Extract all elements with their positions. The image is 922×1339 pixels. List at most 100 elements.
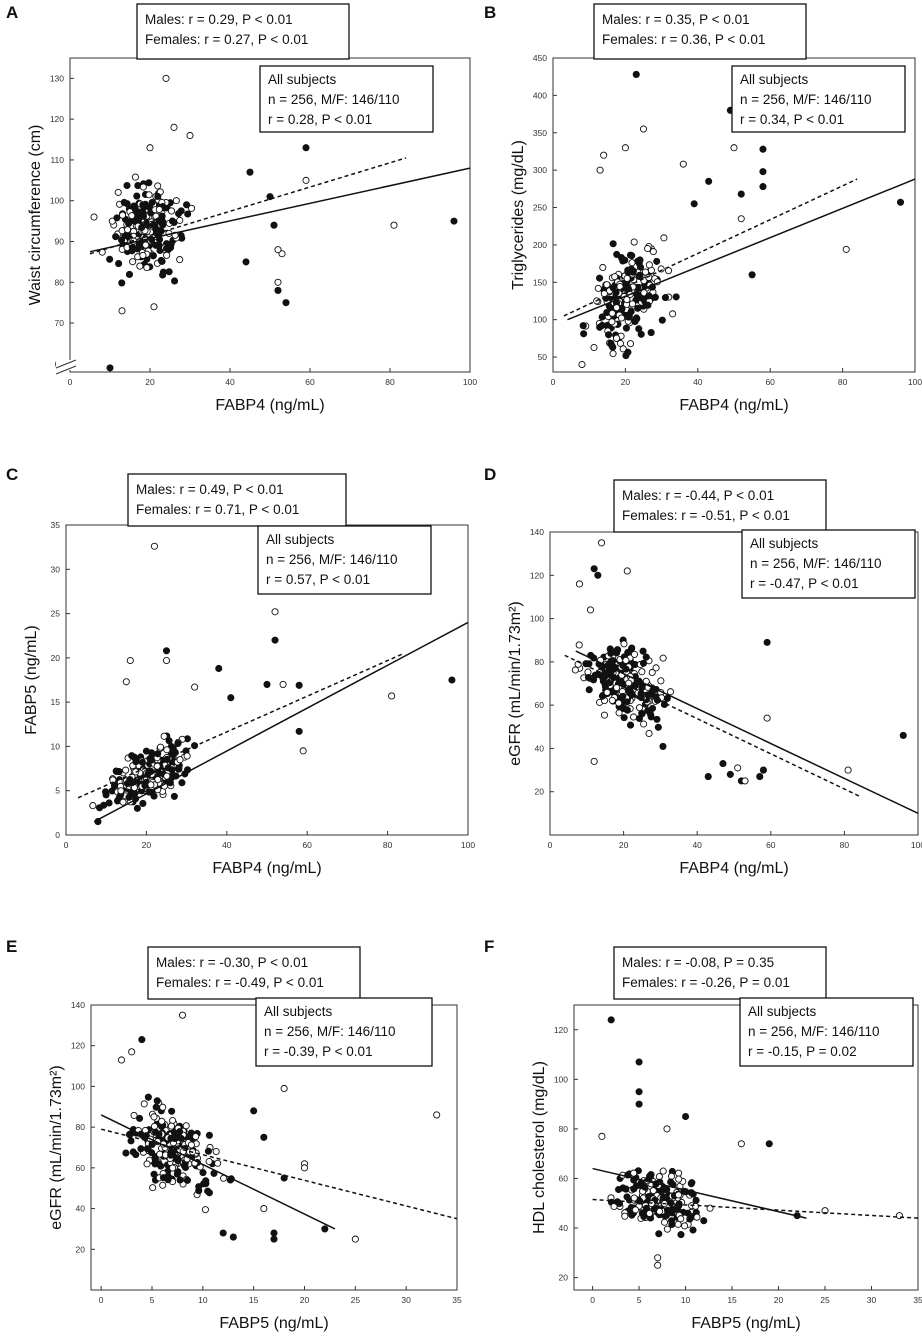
x-tick-label: 40 <box>692 840 702 850</box>
female-point <box>626 340 635 348</box>
male-point <box>615 1199 624 1208</box>
female-point <box>630 1194 638 1202</box>
female-point <box>146 144 154 152</box>
male-point <box>271 636 279 644</box>
male-point <box>136 1114 144 1122</box>
male-point <box>645 292 653 300</box>
male-point <box>125 270 134 278</box>
y-tick-label: 20 <box>51 653 61 663</box>
chart-panel-b: B 0 20 40 60 80 100 50 100 150 200 250 300 350 400 450 F… <box>484 3 922 414</box>
male-point <box>174 765 183 773</box>
male-point <box>899 731 907 739</box>
female-point <box>149 1184 157 1192</box>
female-fit-line <box>563 178 858 317</box>
male-point <box>117 236 126 244</box>
female-point <box>131 173 139 181</box>
male-point <box>174 739 182 748</box>
male-point <box>137 1145 145 1153</box>
male-point <box>613 649 621 657</box>
female-point <box>693 1213 701 1221</box>
female-point <box>659 654 667 662</box>
male-point <box>133 804 141 812</box>
male-point <box>167 1134 175 1142</box>
female-point <box>641 268 650 276</box>
male-point <box>215 664 223 673</box>
all-subjects-text: r = 0.28, P < 0.01 <box>268 112 372 127</box>
males-stats-text: Males: r = 0.35, P < 0.01 <box>602 12 750 27</box>
y-tick-label: 140 <box>71 1000 85 1010</box>
female-point <box>730 144 738 152</box>
x-tick-label: 60 <box>766 840 776 850</box>
male-point <box>155 217 163 225</box>
female-point <box>623 274 631 282</box>
x-tick-label: 60 <box>305 377 315 387</box>
y-tick-label: 60 <box>76 1163 86 1173</box>
male-point <box>690 200 698 208</box>
male-point <box>295 681 303 689</box>
male-point <box>687 1180 695 1188</box>
male-point <box>246 168 254 176</box>
x-axis-label: FABP5 (ng/mL) <box>691 1315 800 1332</box>
female-point <box>620 640 628 648</box>
female-point <box>645 729 653 738</box>
male-point <box>636 1197 644 1205</box>
male-point <box>626 721 635 729</box>
male-point <box>635 325 643 333</box>
x-tick-label: 10 <box>198 1295 208 1305</box>
panel-label: B <box>484 3 496 22</box>
male-point <box>154 192 162 201</box>
x-tick-label: 40 <box>225 377 235 387</box>
female-point <box>139 183 147 191</box>
female-point <box>108 217 116 225</box>
all-subjects-text: n = 256, M/F: 146/110 <box>264 1024 395 1039</box>
x-tick-label: 5 <box>637 1295 642 1305</box>
y-tick-label: 50 <box>538 352 548 362</box>
female-point <box>617 314 626 322</box>
female-point <box>117 787 125 795</box>
all-subjects-text: r = -0.39, P < 0.01 <box>264 1044 373 1059</box>
male-point <box>631 682 639 690</box>
male-point <box>132 1151 140 1159</box>
x-tick-label: 0 <box>64 840 69 850</box>
female-point <box>139 251 147 259</box>
male-point <box>896 198 905 206</box>
male-point <box>302 144 310 152</box>
female-point <box>590 757 598 765</box>
y-tick-label: 70 <box>55 318 65 328</box>
male-point <box>765 1140 773 1148</box>
female-point <box>667 1172 676 1180</box>
female-point <box>167 1122 175 1130</box>
male-point <box>154 750 162 758</box>
x-tick-label: 100 <box>463 377 477 387</box>
male-point <box>630 1185 638 1193</box>
female-point <box>597 539 606 547</box>
female-point <box>608 309 616 317</box>
axis-break-gap <box>56 360 82 370</box>
sex-stats-box <box>136 3 350 60</box>
female-point <box>630 1169 638 1177</box>
x-tick-label: 80 <box>385 377 395 387</box>
male-point <box>175 210 183 218</box>
male-point <box>141 201 149 209</box>
males-stats-text: Males: r = 0.49, P < 0.01 <box>136 482 284 497</box>
male-point <box>661 294 669 302</box>
panel-label: C <box>6 465 18 484</box>
x-tick-label: 20 <box>774 1295 784 1305</box>
female-point <box>390 221 398 229</box>
male-point <box>174 1157 182 1165</box>
female-point <box>594 284 602 292</box>
panel-label: F <box>484 937 494 956</box>
male-point <box>106 255 114 263</box>
female-point <box>187 1141 195 1149</box>
male-point <box>153 1097 161 1105</box>
x-tick-label: 0 <box>548 840 553 850</box>
female-point <box>170 123 178 131</box>
male-point <box>647 329 655 337</box>
panel-label: D <box>484 465 496 484</box>
male-point <box>170 792 178 800</box>
male-point <box>759 145 767 153</box>
male-point <box>167 240 175 248</box>
female-point <box>575 580 583 588</box>
male-point <box>112 767 120 775</box>
female-point <box>136 262 144 270</box>
